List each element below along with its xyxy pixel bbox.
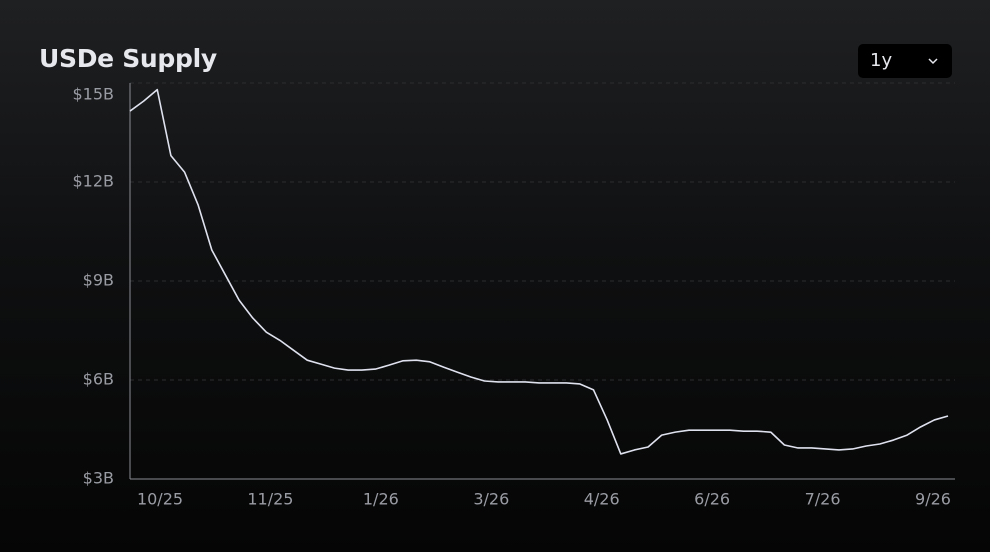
- range-dropdown[interactable]: 1y: [858, 44, 952, 78]
- y-tick-label: $12B: [72, 172, 114, 191]
- y-tick-label: $9B: [83, 271, 114, 290]
- y-tick-label: $15B: [72, 85, 114, 104]
- x-tick-label: 1/26: [363, 490, 399, 509]
- x-tick-label: 3/26: [473, 490, 509, 509]
- chevron: [928, 58, 938, 65]
- x-tick-label: 9/26: [915, 490, 951, 509]
- y-tick-label: $3B: [83, 469, 114, 488]
- range-label: 1y: [870, 50, 893, 71]
- x-tick-label: 6/26: [694, 490, 730, 509]
- x-tick-label: 4/26: [584, 490, 620, 509]
- x-tick-label: 11/25: [247, 490, 293, 509]
- line: [129, 88, 949, 455]
- chart-title: USDe Supply: [39, 44, 217, 73]
- x-tick-label: 7/26: [805, 490, 841, 509]
- x-tick-label: 10/25: [137, 490, 183, 509]
- y-tick-label: $6B: [83, 370, 114, 389]
